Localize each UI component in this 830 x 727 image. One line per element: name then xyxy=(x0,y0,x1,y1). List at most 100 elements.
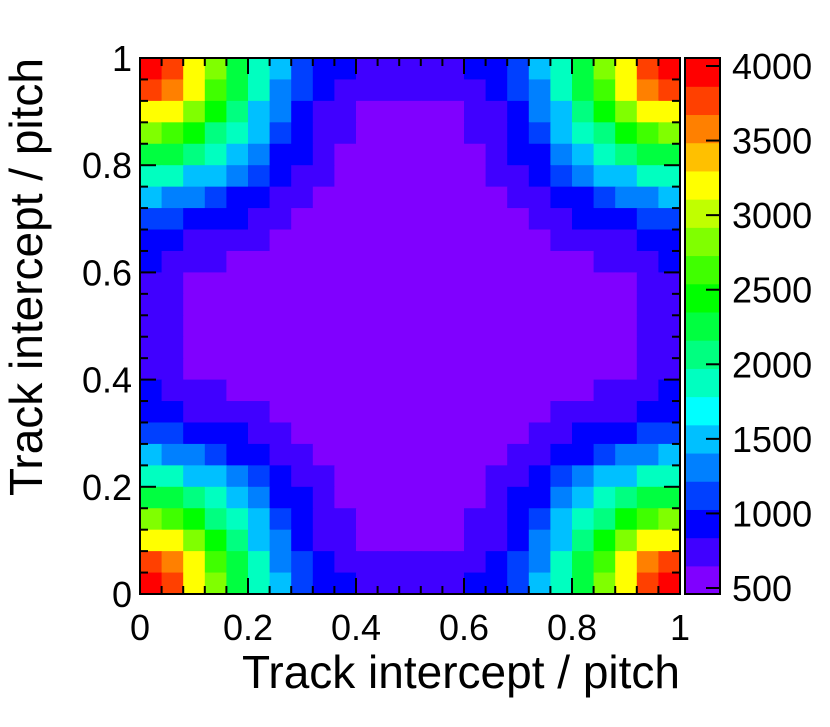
y-axis-tick-labels: 0 0.2 0.4 0.6 0.8 1 xyxy=(82,38,132,615)
heatmap-cell xyxy=(399,572,422,595)
heatmap-cell xyxy=(356,315,379,338)
colorbar-tick-label: 1000 xyxy=(732,493,812,534)
heatmap-cell xyxy=(291,272,314,295)
heatmap-cell xyxy=(312,465,335,488)
heatmap-cell xyxy=(248,572,271,595)
colorbar xyxy=(685,58,720,595)
heatmap-cell xyxy=(615,551,638,574)
heatmap-cell xyxy=(507,79,530,102)
heatmap-cell xyxy=(291,422,314,445)
heatmap-cell xyxy=(658,401,681,424)
heatmap-cell xyxy=(636,572,659,595)
heatmap-cell xyxy=(161,465,184,488)
heatmap-cell xyxy=(183,58,206,81)
heatmap-cell xyxy=(507,143,530,166)
heatmap-cell xyxy=(226,572,249,595)
heatmap-cell xyxy=(399,58,422,81)
heatmap-cell xyxy=(291,443,314,466)
heatmap-cell xyxy=(291,122,314,145)
heatmap-cell xyxy=(269,336,292,359)
heatmap-cell xyxy=(420,358,443,381)
heatmap-cell xyxy=(399,229,422,252)
heatmap-cell xyxy=(269,186,292,209)
heatmap-cell xyxy=(399,358,422,381)
colorbar-band xyxy=(685,86,720,116)
heatmap-cell xyxy=(183,572,206,595)
heatmap-cell xyxy=(356,422,379,445)
heatmap-cell xyxy=(485,336,508,359)
heatmap-cell xyxy=(377,551,400,574)
heatmap-cell xyxy=(291,229,314,252)
heatmap-cell xyxy=(291,250,314,273)
heatmap-cell xyxy=(291,401,314,424)
heatmap-cell xyxy=(658,186,681,209)
heatmap-cell xyxy=(356,358,379,381)
heatmap-cell xyxy=(312,272,335,295)
heatmap-cell xyxy=(140,486,163,509)
heatmap-cell xyxy=(420,572,443,595)
heatmap-cell xyxy=(593,250,616,273)
colorbar-band xyxy=(685,311,720,341)
heatmap-cell xyxy=(161,508,184,531)
heatmap-cell xyxy=(593,143,616,166)
heatmap-cell xyxy=(550,122,573,145)
heatmap-cell xyxy=(140,165,163,188)
heatmap-cell xyxy=(140,208,163,231)
heatmap-cell xyxy=(636,165,659,188)
heatmap-cell xyxy=(334,58,357,81)
heatmap-cell xyxy=(161,100,184,123)
heatmap-cell xyxy=(464,208,487,231)
heatmap-cell xyxy=(528,486,551,509)
heatmap-cell xyxy=(269,551,292,574)
colorbar-tick-label: 2000 xyxy=(732,344,812,385)
heatmap-cell xyxy=(161,486,184,509)
heatmap-cell xyxy=(464,529,487,552)
heatmap-cell xyxy=(334,272,357,295)
heatmap-cell xyxy=(248,443,271,466)
heatmap-cell xyxy=(420,379,443,402)
heatmap-cell xyxy=(399,250,422,273)
heatmap-cell xyxy=(334,186,357,209)
heatmap-cell xyxy=(507,358,530,381)
heatmap-cell xyxy=(161,422,184,445)
heatmap-cell xyxy=(485,379,508,402)
heatmap-cell xyxy=(658,250,681,273)
heatmap-cell xyxy=(658,572,681,595)
heatmap-cell xyxy=(140,272,163,295)
heatmap-cell xyxy=(204,572,227,595)
colorbar-band xyxy=(685,114,720,144)
heatmap-cell xyxy=(464,465,487,488)
heatmap-cell xyxy=(356,293,379,316)
heatmap-cell xyxy=(636,208,659,231)
heatmap-cell xyxy=(377,379,400,402)
heatmap-cell xyxy=(140,551,163,574)
heatmap-cell xyxy=(464,293,487,316)
heatmap-cell xyxy=(334,401,357,424)
x-tick-label: 0.6 xyxy=(439,607,489,648)
heatmap-cell xyxy=(204,272,227,295)
heatmap-cell xyxy=(140,358,163,381)
heatmap-cell xyxy=(204,250,227,273)
heatmap-cell xyxy=(528,229,551,252)
heatmap-cell xyxy=(269,122,292,145)
heatmap-cell xyxy=(248,79,271,102)
heatmap-cell xyxy=(140,465,163,488)
heatmap-cell xyxy=(636,443,659,466)
heatmap-cell xyxy=(485,572,508,595)
heatmap-cell xyxy=(161,551,184,574)
heatmap-cell xyxy=(291,336,314,359)
heatmap-cell xyxy=(615,229,638,252)
heatmap-cell xyxy=(140,58,163,81)
heatmap-cell xyxy=(226,529,249,552)
heatmap-cell xyxy=(550,79,573,102)
heatmap-cell xyxy=(377,208,400,231)
heatmap-cell xyxy=(507,443,530,466)
heatmap-cell xyxy=(204,143,227,166)
heatmap-cell xyxy=(291,100,314,123)
heatmap-cell xyxy=(636,79,659,102)
heatmap-cell xyxy=(550,208,573,231)
heatmap-cell xyxy=(269,422,292,445)
y-axis-ticks xyxy=(140,57,680,595)
heatmap-cell xyxy=(464,315,487,338)
heatmap-cell xyxy=(420,165,443,188)
